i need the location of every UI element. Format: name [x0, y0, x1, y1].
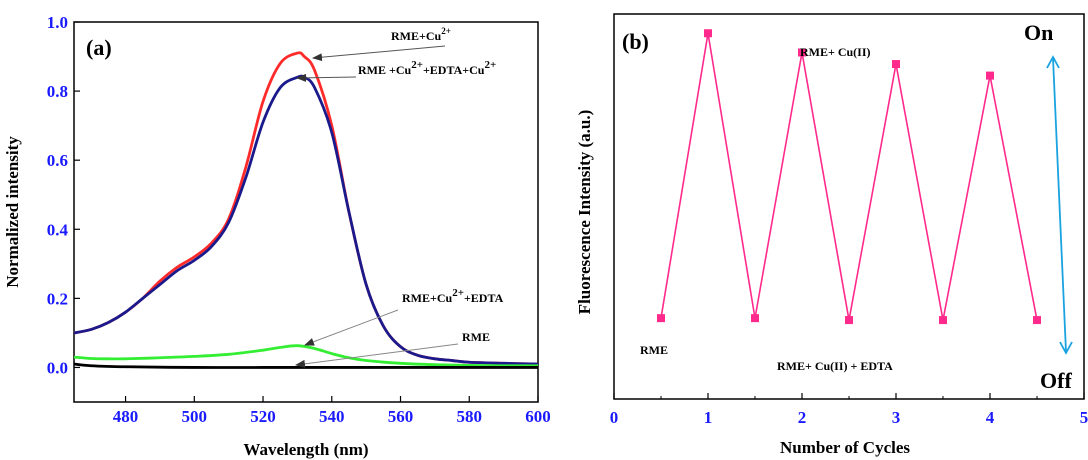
- annotation-rme-cu-edta: RME+Cu2++EDTA: [402, 287, 504, 305]
- panel-a-series: [73, 51, 539, 369]
- x-tick-label: 560: [388, 407, 414, 426]
- panel-b-series: [657, 29, 1041, 325]
- series-cycle-point: [704, 29, 712, 38]
- annotation-arrow-rme-cu-edta-cu: [296, 73, 357, 82]
- panel-a: 480 500 520 540 560 580 6000.00.20.40.60.81.0 …: [3, 13, 551, 459]
- panel-b-y-axis-title: Fluorescence Intensity (a.u.): [575, 110, 594, 315]
- series-cycle-point: [845, 316, 853, 325]
- annotation-arrow-rme-cu-edta: [304, 309, 399, 346]
- annotation-rme-start: RME: [640, 343, 668, 357]
- panel-b-label: (b): [622, 29, 649, 54]
- annotation-rme-cu-ii-edta: RME+ Cu(II) + EDTA: [777, 359, 893, 373]
- annotation-arrow-rme: [295, 343, 459, 368]
- on-arrowhead: [1046, 55, 1060, 69]
- panel-b-x-axis-title: Number of Cycles: [780, 438, 910, 457]
- annotation-rme-cu: RME+Cu2+: [391, 26, 451, 43]
- x-tick-label: 3: [892, 408, 901, 427]
- x-tick-label: 480: [113, 407, 139, 426]
- series-cycle-line: [660, 33, 1038, 321]
- series-rme-cu-edta-line: [73, 344, 539, 368]
- off-arrowhead: [1059, 341, 1073, 355]
- series-rme-cu-edta-cu-line: [73, 74, 539, 366]
- annotation-rme: RME: [462, 330, 490, 344]
- off-label: Off: [1040, 368, 1072, 393]
- series-cycle-point: [939, 316, 947, 325]
- x-tick-label: 0: [610, 408, 619, 427]
- panel-b: 0 1 2 3 4 5 (b) Number of Cycles Fluorescence…: [575, 13, 1088, 457]
- panel-a-x-axis-title: Wavelength (nm): [243, 440, 368, 459]
- y-tick-label: 0.8: [47, 82, 68, 101]
- series-rme-cu-line: [73, 51, 539, 366]
- x-tick-label: 2: [798, 408, 807, 427]
- annotation-rme-cu-ii: RME+ Cu(II): [800, 45, 871, 59]
- x-tick-label: 4: [986, 408, 995, 427]
- panel-a-frame: [73, 21, 539, 403]
- y-tick-label: 0.6: [47, 151, 68, 170]
- x-tick-label: 600: [525, 407, 551, 426]
- annotation-rme-cu-edta-cu: RME +Cu2++EDTA+Cu2+: [358, 59, 496, 77]
- panel-b-frame: [613, 13, 1085, 400]
- annotation-arrow-rme-cu: [312, 45, 446, 62]
- series-cycle-point: [1033, 316, 1041, 325]
- x-tick-label: 580: [457, 407, 483, 426]
- series-cycle-point: [751, 314, 759, 323]
- on-label: On: [1024, 20, 1053, 45]
- series-cycle-point: [657, 314, 665, 323]
- series-cycle-point: [798, 48, 806, 57]
- x-tick-label: 520: [250, 407, 276, 426]
- panel-a-y-axis-title: Normalized intensity: [3, 136, 22, 288]
- panel-a-label: (a): [86, 35, 112, 60]
- series-cycle-point: [892, 60, 900, 69]
- y-tick-label: 0.2: [47, 289, 68, 308]
- y-tick-label: 1.0: [47, 13, 68, 32]
- series-cycle-point: [986, 71, 994, 80]
- y-tick-label: 0.4: [47, 220, 69, 239]
- on-off-double-arrow: [1052, 57, 1067, 353]
- y-tick-label: 0.0: [47, 358, 68, 377]
- panel-a-ticks: 480 500 520 540 560 580 600 0.0 0.2 0.4 0.6 0.8 1.0: [47, 13, 551, 426]
- x-tick-label: 500: [182, 407, 208, 426]
- x-tick-label: 1: [704, 408, 713, 427]
- x-tick-label: 5: [1080, 408, 1088, 427]
- series-rme-line: [73, 362, 538, 369]
- x-tick-label: 540: [319, 407, 345, 426]
- panel-b-ticks: 0 1 2 3 4 5: [610, 393, 1088, 427]
